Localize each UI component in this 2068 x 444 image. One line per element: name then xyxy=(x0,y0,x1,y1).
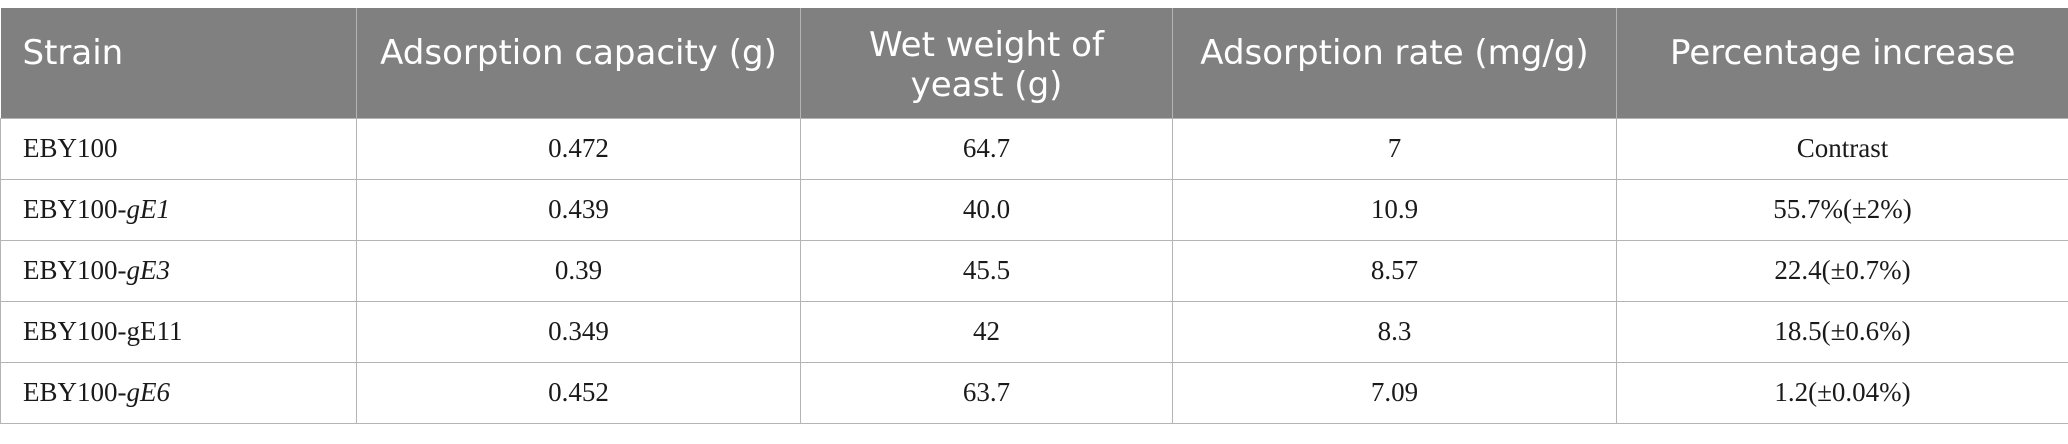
table-row: EBY100-gE11 0.349 42 8.3 18.5(±0.6%) xyxy=(0,300,2068,363)
header-percentage-increase: Percentage increase xyxy=(1616,8,2068,118)
cell-strain: EBY100 xyxy=(0,117,357,180)
cell-strain: EBY100-gE1 xyxy=(0,178,357,241)
table-row: EBY100-gE3 0.39 45.5 8.57 22.4(±0.7%) xyxy=(0,239,2068,302)
cell-capacity: 0.349 xyxy=(356,300,801,363)
cell-increase: Contrast xyxy=(1616,117,2068,180)
cell-wet-weight: 64.7 xyxy=(800,117,1173,180)
header-adsorption-capacity: Adsorption capacity (g) xyxy=(356,8,801,118)
cell-strain: EBY100-gE11 xyxy=(0,300,357,363)
header-wet-weight: Wet weight of yeast (g) xyxy=(800,8,1173,118)
cell-capacity: 0.452 xyxy=(356,361,801,424)
cell-wet-weight: 42 xyxy=(800,300,1173,363)
table-row: EBY100 0.472 64.7 7 Contrast xyxy=(0,117,2068,180)
cell-rate: 8.57 xyxy=(1172,239,1617,302)
cell-rate: 10.9 xyxy=(1172,178,1617,241)
cell-increase: 22.4(±0.7%) xyxy=(1616,239,2068,302)
cell-capacity: 0.439 xyxy=(356,178,801,241)
header-strain: Strain xyxy=(0,8,357,118)
table-row: EBY100-gE6 0.452 63.7 7.09 1.2(±0.04%) xyxy=(0,361,2068,424)
cell-capacity: 0.472 xyxy=(356,117,801,180)
data-table-container: Strain Adsorption capacity (g) Wet weigh… xyxy=(0,8,2068,424)
cell-rate: 8.3 xyxy=(1172,300,1617,363)
adsorption-table: Strain Adsorption capacity (g) Wet weigh… xyxy=(0,8,2068,424)
cell-increase: 1.2(±0.04%) xyxy=(1616,361,2068,424)
cell-rate: 7.09 xyxy=(1172,361,1617,424)
table-body: EBY100 0.472 64.7 7 Contrast EBY100-gE1 … xyxy=(0,117,2068,424)
cell-increase: 18.5(±0.6%) xyxy=(1616,300,2068,363)
header-adsorption-rate: Adsorption rate (mg/g) xyxy=(1172,8,1617,118)
cell-capacity: 0.39 xyxy=(356,239,801,302)
cell-rate: 7 xyxy=(1172,117,1617,180)
table-row: EBY100-gE1 0.439 40.0 10.9 55.7%(±2%) xyxy=(0,178,2068,241)
cell-increase: 55.7%(±2%) xyxy=(1616,178,2068,241)
cell-wet-weight: 40.0 xyxy=(800,178,1173,241)
table-header: Strain Adsorption capacity (g) Wet weigh… xyxy=(0,8,2068,118)
cell-strain: EBY100-gE3 xyxy=(0,239,357,302)
header-row: Strain Adsorption capacity (g) Wet weigh… xyxy=(0,8,2068,118)
cell-wet-weight: 63.7 xyxy=(800,361,1173,424)
cell-wet-weight: 45.5 xyxy=(800,239,1173,302)
cell-strain: EBY100-gE6 xyxy=(0,361,357,424)
